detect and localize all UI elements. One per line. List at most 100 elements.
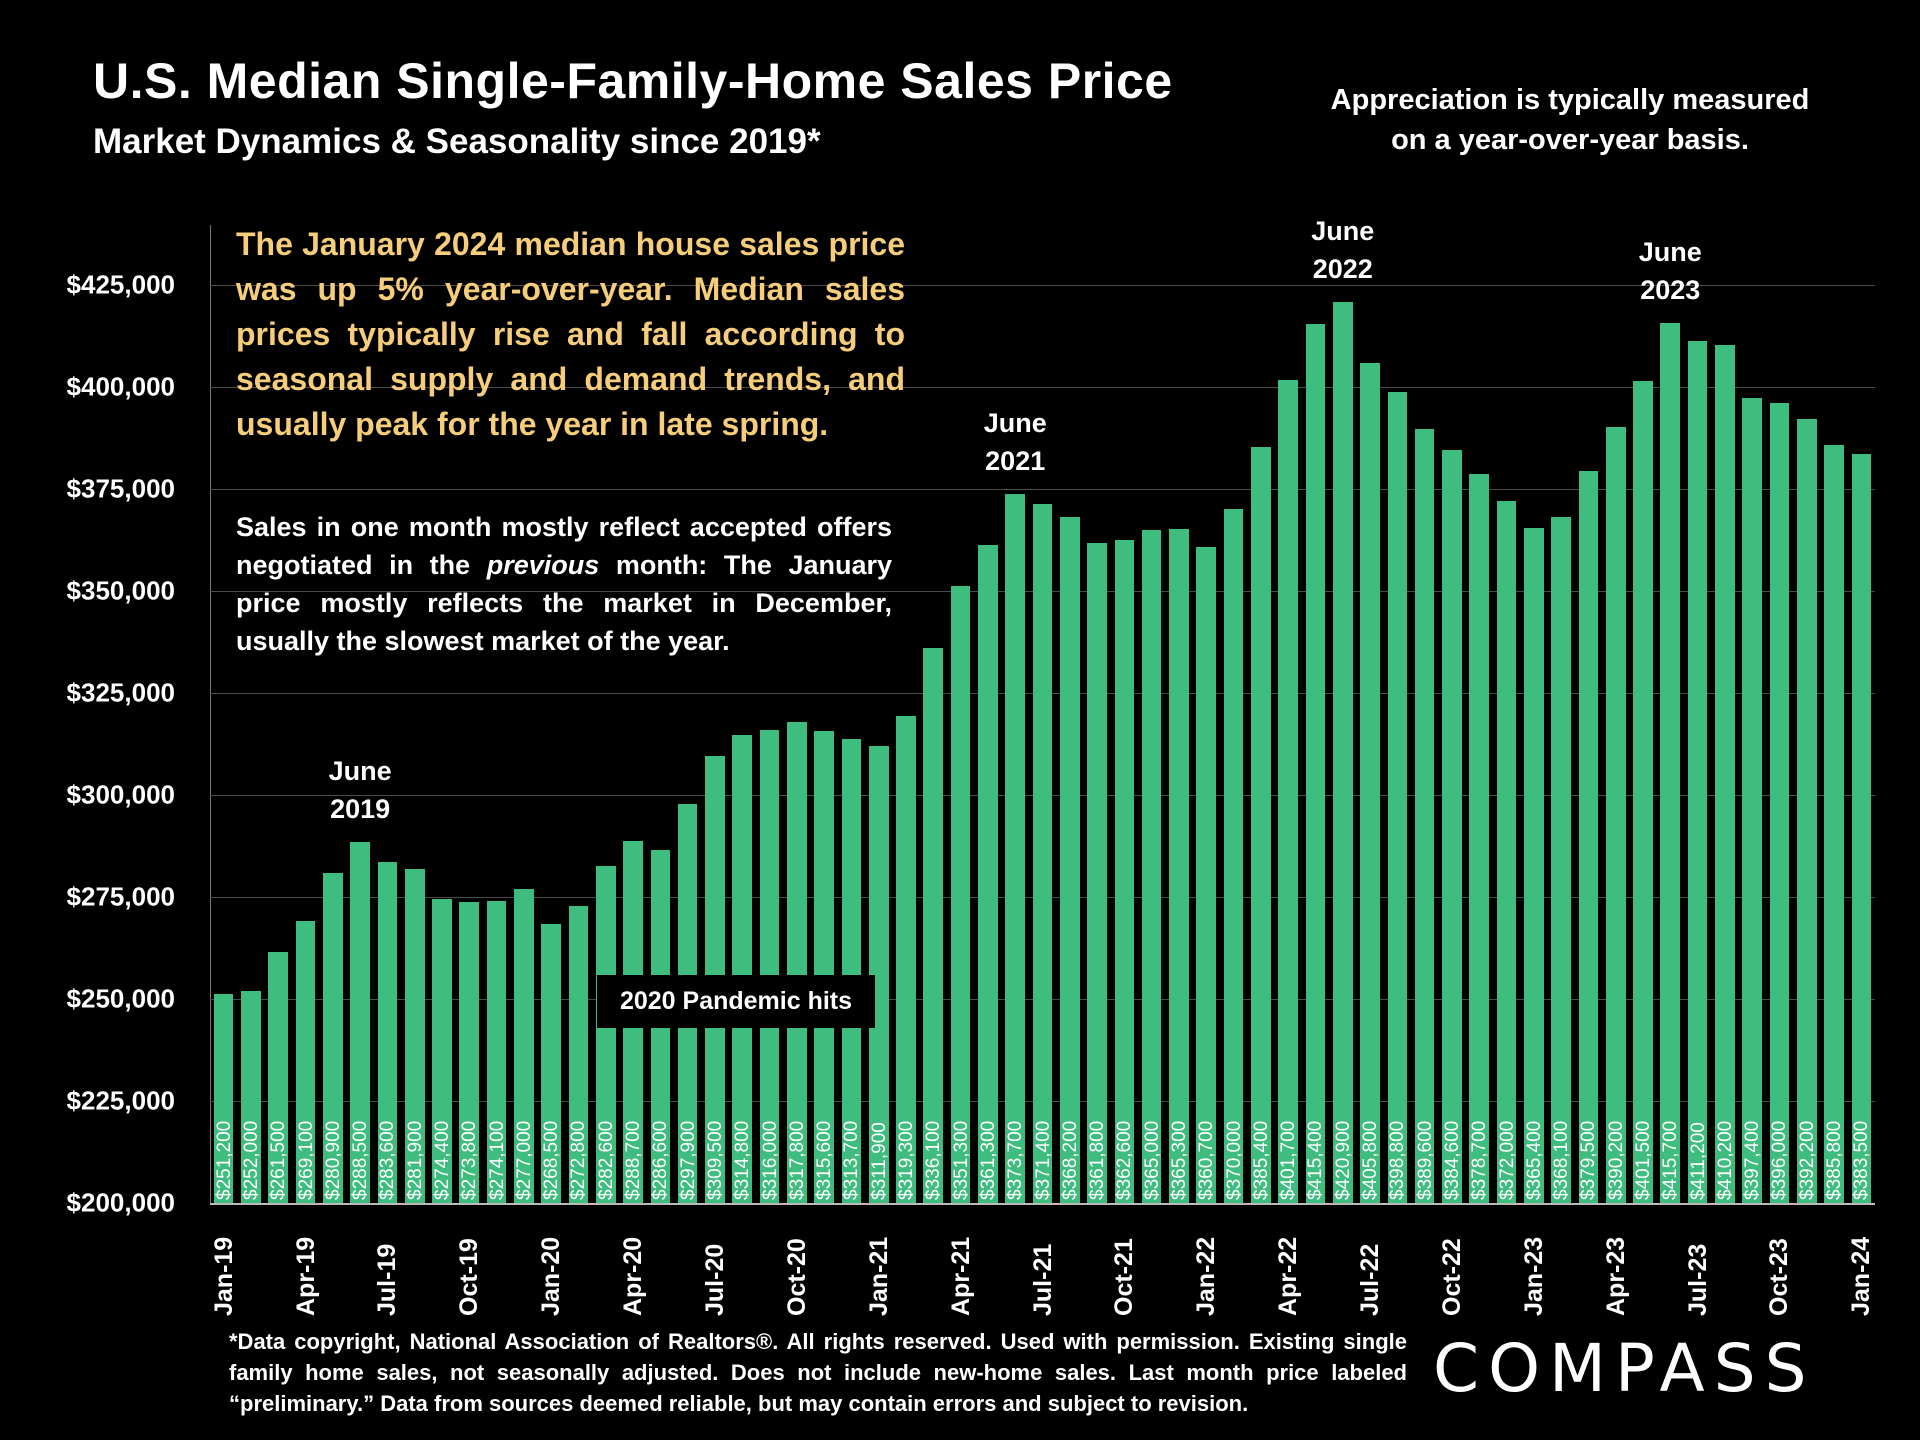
bar-feb-22 [1223,509,1244,1203]
bar-value-label: $415,700 [1660,1120,1682,1200]
bar-may-21 [978,544,998,1203]
pandemic-annotation: 2020 Pandemic hits [597,975,875,1028]
bar-oct-20 [787,722,807,1203]
bar-value-label: $389,600 [1414,1120,1436,1200]
chart-title: U.S. Median Single-Family-Home Sales Pri… [93,53,1173,109]
appreciation-note: Appreciation is typically measured on a … [1300,80,1840,160]
bar-may-22 [1305,324,1326,1203]
bar-value-label: $273,800 [459,1120,481,1200]
bar-value-label: $398,800 [1387,1120,1409,1200]
bar-jan-20 [541,923,561,1203]
bar-jul-22 [1360,363,1380,1203]
y-tick-label: $200,000 [66,1187,175,1218]
x-tick-label: Apr-20 [619,1236,648,1316]
bar-feb-20 [568,905,589,1203]
peak-annotation-year: 2021 [985,446,1046,477]
bar-value-label: $280,900 [322,1120,344,1200]
x-tick-label: Apr-21 [946,1236,975,1316]
x-tick-label: Jan-20 [537,1236,566,1316]
bar-dec-20 [841,739,862,1203]
bar-mar-21 [923,647,944,1203]
x-tick-label: Jan-22 [1192,1236,1221,1316]
x-tick-label: Jan-21 [864,1236,893,1316]
chart-subtitle: Market Dynamics & Seasonality since 2019… [93,122,821,161]
bar-value-label: $336,100 [923,1120,945,1200]
bar-nov-20 [814,731,834,1203]
x-tick-label: Apr-23 [1601,1236,1630,1316]
compass-logo: COMPASS [1433,1330,1816,1407]
x-tick-label: Apr-19 [291,1236,320,1316]
bar-value-label: $309,500 [704,1120,726,1200]
peak-annotation-year: 2022 [1312,253,1373,284]
bar-value-label: $288,700 [623,1120,645,1200]
bar-value-label: $385,800 [1824,1120,1846,1200]
bar-apr-21 [950,585,971,1203]
bar-oct-21 [1114,539,1135,1203]
bar-value-label: $390,200 [1605,1120,1627,1200]
y-tick-label: $350,000 [66,575,175,606]
bar-nov-22 [1469,473,1490,1203]
bar-value-label: $282,600 [595,1120,617,1200]
x-tick-label: Jul-20 [700,1243,729,1316]
bar-dec-22 [1496,501,1517,1203]
bar-value-label: $371,400 [1032,1120,1054,1200]
seasonality-callout: Sales in one month mostly reflect accept… [236,508,892,660]
y-tick-label: $275,000 [66,881,175,912]
x-tick-label: Jan-23 [1519,1236,1548,1316]
peak-annotation: June 2022 [1283,212,1403,288]
peak-annotation-month: June [328,755,392,786]
y-tick-label: $325,000 [66,677,175,708]
bar-jul-23 [1687,341,1708,1203]
bar-aug-22 [1387,391,1408,1203]
x-tick-label: Jan-24 [1847,1236,1876,1316]
data-footnote: *Data copyright, National Association of… [229,1329,1407,1416]
bar-value-label: $274,100 [486,1120,508,1200]
bar-value-label: $316,000 [759,1120,781,1200]
bar-sep-22 [1414,429,1435,1203]
bar-value-label: $396,000 [1769,1120,1791,1200]
bar-mar-23 [1578,470,1599,1203]
bar-value-label: $288,500 [350,1120,372,1200]
bar-value-label: $317,800 [786,1120,808,1200]
peak-annotation-month: June [1311,215,1375,246]
y-tick-label: $375,000 [66,473,175,504]
bar-value-label: $368,200 [1059,1120,1081,1200]
bar-value-label: $360,700 [1196,1120,1218,1200]
bar-value-label: $383,500 [1851,1120,1873,1200]
x-axis-line [210,1203,1875,1205]
bar-nov-21 [1141,529,1162,1203]
bar-jan-19 [213,994,234,1203]
bar-value-label: $405,800 [1360,1120,1382,1200]
bar-value-label: $283,600 [377,1120,399,1200]
bar-value-label: $269,100 [295,1120,317,1200]
peak-annotation-month: June [983,408,1047,439]
bar-sep-23 [1742,397,1762,1203]
x-tick-label: Jul-19 [373,1243,402,1316]
bar-value-label: $251,200 [213,1120,235,1200]
bar-value-label: $370,000 [1223,1120,1245,1200]
peak-annotation: June 2019 [300,752,420,828]
peak-annotation: June 2021 [955,404,1075,480]
bar-value-label: $410,200 [1714,1120,1736,1200]
y-tick-label: $250,000 [66,983,175,1014]
bar-value-label: $361,300 [977,1120,999,1200]
bar-value-label: $411,200 [1687,1122,1709,1200]
bar-feb-21 [896,716,916,1203]
bar-value-label: $281,900 [404,1120,426,1200]
bar-value-label: $286,600 [650,1120,672,1200]
bar-apr-19 [295,921,316,1203]
bar-mar-20 [595,865,616,1203]
bar-dec-21 [1169,528,1189,1203]
bar-aug-19 [404,868,425,1203]
bar-jun-19 [350,841,370,1203]
x-tick-label: Jan-19 [209,1236,238,1316]
bar-jan-24 [1851,454,1872,1203]
bar-oct-19 [459,901,480,1203]
bar-oct-22 [1442,449,1462,1203]
peak-annotation: June 2023 [1610,233,1730,309]
bar-value-label: $392,200 [1796,1120,1818,1200]
x-tick-label: Oct-23 [1765,1238,1794,1316]
y-tick-label: $225,000 [66,1085,175,1116]
x-tick-label: Jul-23 [1683,1243,1712,1316]
bar-value-label: $365,000 [1141,1120,1163,1200]
